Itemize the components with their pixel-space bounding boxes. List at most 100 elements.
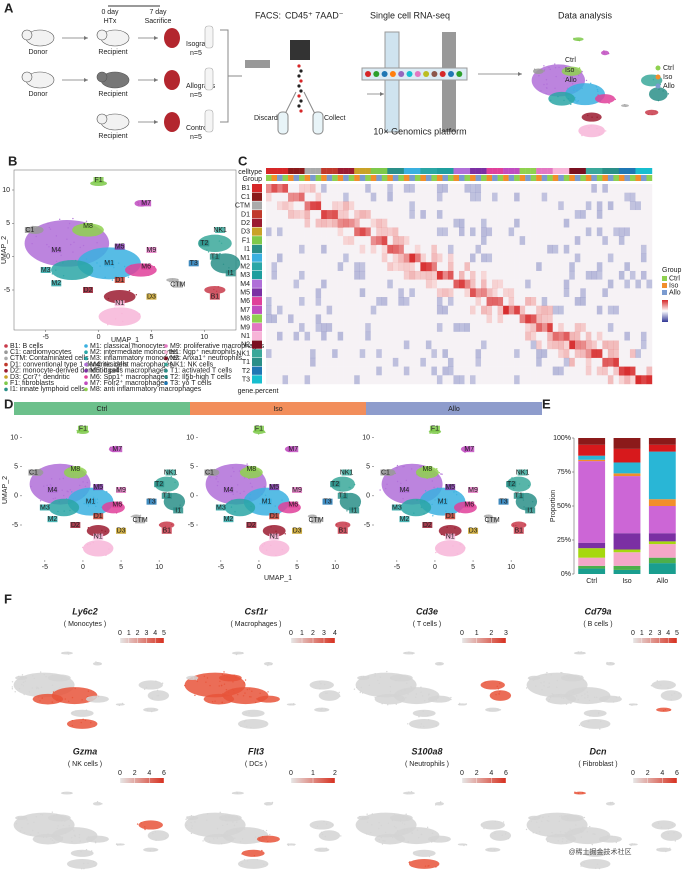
heat-cell: [376, 227, 382, 237]
cell-dot: [50, 838, 52, 840]
heat-cell: [332, 297, 338, 306]
cell-dot: [256, 858, 258, 861]
celltype-bar: [370, 168, 377, 174]
cell-dot: [59, 687, 61, 689]
heat-cell: [299, 210, 305, 219]
label: N2: [241, 342, 250, 349]
cell-dot: [292, 702, 295, 705]
heat-cell: [640, 349, 647, 359]
cell-dot: [267, 840, 269, 843]
label: M4: [240, 281, 250, 288]
heat-cell: [277, 305, 283, 315]
heat-cell: [293, 236, 300, 246]
cluster-area: [15, 815, 28, 820]
heat-cell: [525, 357, 531, 367]
heat-cell: [420, 366, 427, 376]
label: 10: [507, 564, 515, 571]
heat-cell: [398, 192, 405, 202]
cell-dot: [39, 700, 41, 702]
label: celltype: [238, 169, 262, 176]
cell-dot: [206, 677, 209, 679]
cell-dot: [324, 835, 327, 838]
heat-cell: [453, 375, 460, 385]
label: M2: [51, 280, 61, 287]
group-bar: [530, 175, 537, 181]
heat-cell: [618, 262, 625, 272]
heat-cell: [552, 262, 559, 272]
heat-cell: [563, 270, 570, 280]
heat-cell: [486, 297, 493, 306]
cell-dot: [577, 74, 580, 77]
cell-dot: [140, 822, 142, 824]
heat-cell: [288, 331, 294, 341]
heat-cell: [337, 184, 344, 193]
cell-dot: [47, 222, 49, 224]
cell-dot: [264, 494, 267, 497]
tube: [204, 67, 214, 91]
cell-dot: [219, 811, 221, 814]
label: S100a8: [411, 746, 442, 756]
heat-cell: [343, 192, 349, 202]
heat-cell: [486, 288, 493, 298]
cell-dot: [458, 511, 460, 513]
label: 0%: [561, 571, 571, 578]
group-bar: [624, 175, 631, 181]
cell-dot: [554, 87, 556, 89]
cell-dot: [598, 867, 601, 870]
heat-cell: [310, 253, 316, 263]
heat-cell: [442, 297, 449, 306]
cell-dot: [146, 709, 149, 712]
cell-dot: [94, 865, 97, 867]
heat-cell: [359, 366, 366, 376]
heat-cell: [503, 323, 509, 333]
heat-cell: [464, 331, 471, 341]
label: Ctrl: [669, 275, 680, 282]
cluster-tag: [223, 516, 234, 523]
heat-cell: [442, 331, 449, 341]
heat-cell: [359, 270, 366, 280]
heat-cell: [326, 192, 333, 202]
heat-cell: [591, 366, 598, 376]
heat-cell: [354, 288, 360, 298]
cell-dot: [407, 841, 409, 843]
label: I1: [175, 507, 181, 514]
cell-dot: [92, 496, 95, 498]
cell-dot: [438, 663, 441, 665]
cell-dot: [402, 697, 404, 699]
heat-cell: [519, 279, 526, 289]
heat-cell: [354, 305, 360, 315]
heat-cell: [519, 375, 526, 385]
heat-cell: [558, 375, 564, 385]
heat-cell: [635, 357, 642, 367]
cell-dot: [609, 662, 612, 664]
heat-cell: [613, 253, 620, 263]
label: M7: [288, 446, 298, 453]
heat-cell: [585, 270, 592, 280]
cell-dot: [186, 816, 188, 818]
heat-cell: [464, 244, 471, 254]
label: CTM: [485, 517, 500, 524]
heat-cell: [585, 192, 592, 202]
heat-cell: [470, 192, 476, 202]
cell-dot: [254, 836, 257, 838]
label: 0: [460, 630, 464, 637]
row-bar: [252, 375, 262, 384]
cell-dot: [235, 653, 238, 656]
label: 3: [657, 630, 661, 637]
cell-dot: [86, 481, 89, 484]
heat-cell: [354, 201, 360, 211]
heat-cell: [398, 297, 405, 306]
heat-cell: [464, 340, 471, 350]
heat-cell: [398, 236, 405, 246]
mouse-head: [96, 113, 108, 125]
heat-cell: [425, 297, 432, 306]
label: Discard: [254, 115, 278, 122]
heat-cell: [536, 201, 542, 211]
heat-cell: [475, 305, 482, 315]
heat-cell: [271, 375, 278, 385]
cell-dot: [240, 471, 242, 473]
cell-dot: [382, 840, 384, 842]
cluster-area: [82, 540, 114, 557]
heat-cell: [381, 366, 388, 376]
heat-cell: [343, 340, 349, 350]
